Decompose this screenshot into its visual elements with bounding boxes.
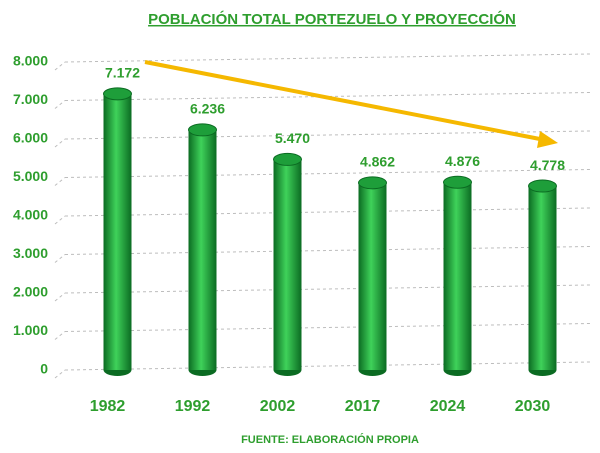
arrow-head xyxy=(537,131,558,148)
grid-line xyxy=(64,284,591,294)
bar-top xyxy=(188,123,217,137)
y-tick-label: 2.000 xyxy=(13,284,48,300)
y-tick-label: 0 xyxy=(40,361,48,377)
y-tick-label: 8.000 xyxy=(13,53,48,69)
y-tick-label: 1.000 xyxy=(13,322,48,338)
grid-tick xyxy=(54,215,66,225)
bars xyxy=(103,87,557,376)
grid-tick xyxy=(54,369,66,379)
grid xyxy=(54,53,591,379)
grid-tick xyxy=(54,138,66,148)
grid-line xyxy=(64,323,591,332)
grid-tick xyxy=(54,331,66,340)
y-tick-label: 5.000 xyxy=(13,168,48,184)
bar-top xyxy=(273,152,302,166)
bar-top xyxy=(443,175,472,189)
bar xyxy=(443,182,472,370)
grid-tick xyxy=(54,61,66,71)
bar xyxy=(188,129,217,370)
grid-tick xyxy=(54,100,66,109)
value-label: 6.236 xyxy=(190,101,225,117)
trend-line xyxy=(144,60,546,142)
value-label: 4.778 xyxy=(530,157,565,173)
value-label: 5.470 xyxy=(275,130,310,146)
bar-top xyxy=(528,179,557,193)
grid-tick xyxy=(54,292,66,302)
y-tick-label: 4.000 xyxy=(13,207,48,223)
grid-line xyxy=(64,207,591,217)
trend-arrow xyxy=(144,60,558,148)
y-tick-label: 7.000 xyxy=(13,91,48,107)
bar xyxy=(103,93,132,371)
bar xyxy=(273,159,302,370)
value-label: 4.876 xyxy=(445,153,480,169)
x-tick-label: 1982 xyxy=(90,398,126,415)
chart-title: POBLACIÓN TOTAL PORTEZUELO Y PROYECCIÓN xyxy=(148,10,516,28)
bar-top xyxy=(358,176,387,190)
y-tick-label: 6.000 xyxy=(13,130,48,146)
grid-tick xyxy=(54,177,66,186)
grid-line xyxy=(64,246,591,255)
bar xyxy=(528,186,557,370)
source-note: FUENTE: ELABORACIÓN PROPIA xyxy=(241,433,419,446)
bar xyxy=(358,182,387,370)
bar-top xyxy=(103,87,132,101)
grid-line xyxy=(64,361,591,371)
y-tick-label: 3.000 xyxy=(13,245,48,261)
grid-line xyxy=(64,169,591,178)
grid-tick xyxy=(54,254,66,263)
value-label: 7.172 xyxy=(105,65,140,81)
x-tick-label: 2030 xyxy=(515,398,551,415)
x-tick-label: 2017 xyxy=(345,398,381,415)
x-tick-label: 2024 xyxy=(430,398,466,415)
value-label: 4.862 xyxy=(360,154,395,170)
x-tick-label: 1992 xyxy=(175,398,211,415)
grid-line xyxy=(64,53,591,63)
x-tick-label: 2002 xyxy=(260,398,296,415)
